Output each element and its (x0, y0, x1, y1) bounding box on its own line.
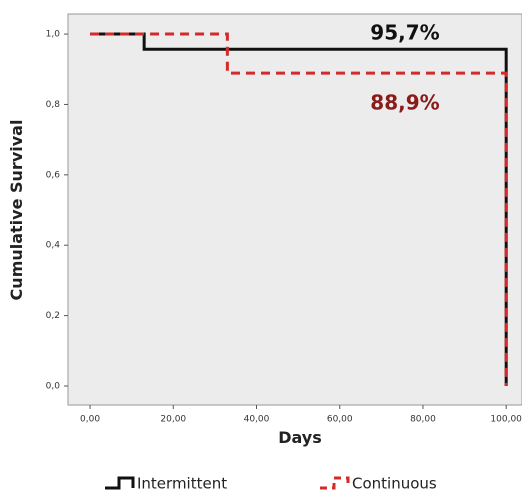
y-tick-label: 0,2 (46, 311, 60, 321)
y-tick-label: 1,0 (46, 30, 61, 40)
x-tick-label: 20,00 (160, 415, 186, 425)
y-tick-label: 0,0 (46, 381, 61, 391)
legend-swatch (320, 476, 350, 490)
y-axis-label: Cumulative Survival (7, 120, 26, 301)
y-tick-label: 0,8 (46, 100, 61, 110)
x-tick-label: 80,00 (410, 415, 436, 425)
annotation: 88,9% (370, 91, 439, 115)
legend-label: Continuous (352, 475, 437, 493)
survival-curve (90, 32, 508, 386)
y-tick-label: 0,4 (46, 241, 61, 251)
legend-label: Intermittent (137, 475, 227, 493)
x-tick-label: 0,00 (80, 415, 100, 425)
annotation: 95,7% (370, 21, 439, 45)
x-tick-label: 100,00 (490, 415, 522, 425)
x-tick-label: 60,00 (327, 415, 353, 425)
x-axis-label: Days (278, 428, 322, 447)
legend-swatch (105, 476, 135, 490)
y-tick-label: 0,6 (46, 170, 61, 180)
plot-area (67, 13, 522, 406)
x-tick-label: 40,00 (244, 415, 270, 425)
